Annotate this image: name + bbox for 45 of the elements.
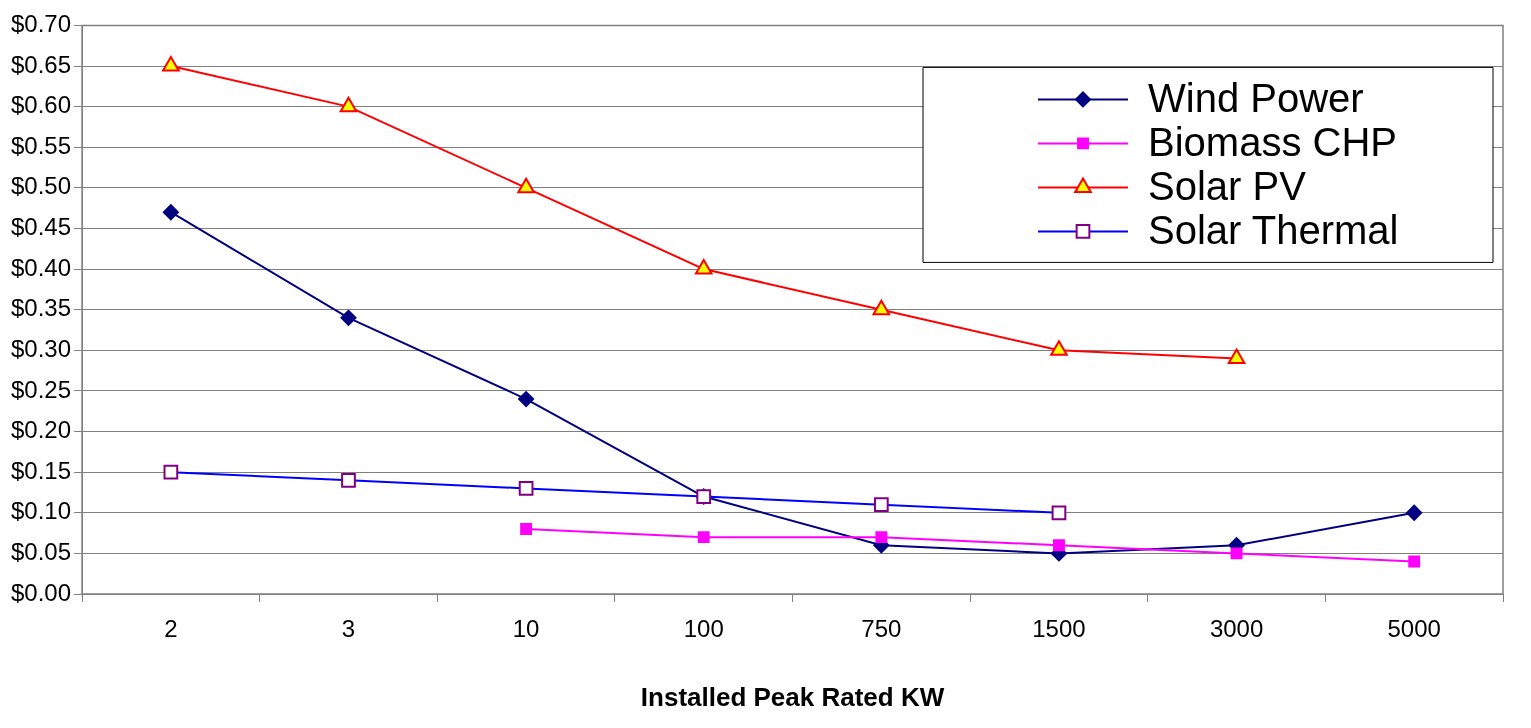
y-tick-label: $0.00 (11, 578, 72, 606)
x-tick-label: 3000 (1209, 615, 1264, 643)
y-tick-label: $0.45 (11, 213, 72, 241)
x-tick-label: 10 (512, 615, 540, 643)
x-tick-label: 100 (683, 615, 724, 643)
legend-label: Biomass CHP (1148, 120, 1397, 165)
point (1050, 340, 1068, 356)
point (1230, 547, 1243, 560)
x-tick-label: 5000 (1387, 615, 1441, 643)
y-tick-label: $0.25 (11, 375, 72, 403)
x-tick-label: 1500 (1032, 615, 1086, 643)
x-tick-label: 750 (861, 615, 902, 643)
point (340, 309, 357, 326)
y-tick-label: $0.60 (11, 91, 72, 119)
point (520, 523, 533, 535)
y-tick-label: $0.20 (11, 416, 72, 444)
point (517, 177, 535, 194)
point (1053, 539, 1065, 552)
legend-label: Wind Power (1148, 76, 1364, 121)
y-tick-label: $0.40 (11, 253, 72, 281)
x-axis-title: Installed Peak Rated KW (640, 681, 945, 712)
point (694, 259, 713, 275)
y-tick-label: $0.65 (11, 50, 72, 78)
y-tick-label: $0.70 (11, 10, 72, 38)
y-tick-label: $0.55 (11, 131, 72, 159)
point (339, 96, 358, 113)
point (1408, 555, 1421, 568)
point (697, 531, 710, 544)
point (518, 391, 535, 408)
y-tick-label: $0.05 (11, 538, 72, 566)
x-tick-label: 2 (164, 615, 178, 643)
legend-label: Solar PV (1148, 164, 1307, 209)
point (872, 299, 891, 316)
y-tick-label: $0.30 (11, 334, 72, 362)
y-tick-label: $0.15 (11, 456, 72, 484)
y-tick-label: $0.50 (11, 172, 72, 200)
y-tick-label: $0.35 (11, 294, 72, 322)
point (1227, 348, 1246, 364)
point (162, 56, 180, 72)
point (1406, 504, 1423, 521)
point (875, 531, 888, 544)
point (162, 204, 179, 221)
x-tick-label: 3 (341, 615, 356, 643)
legend-label: Solar Thermal (1148, 208, 1399, 253)
y-tick-label: $0.10 (11, 497, 72, 525)
